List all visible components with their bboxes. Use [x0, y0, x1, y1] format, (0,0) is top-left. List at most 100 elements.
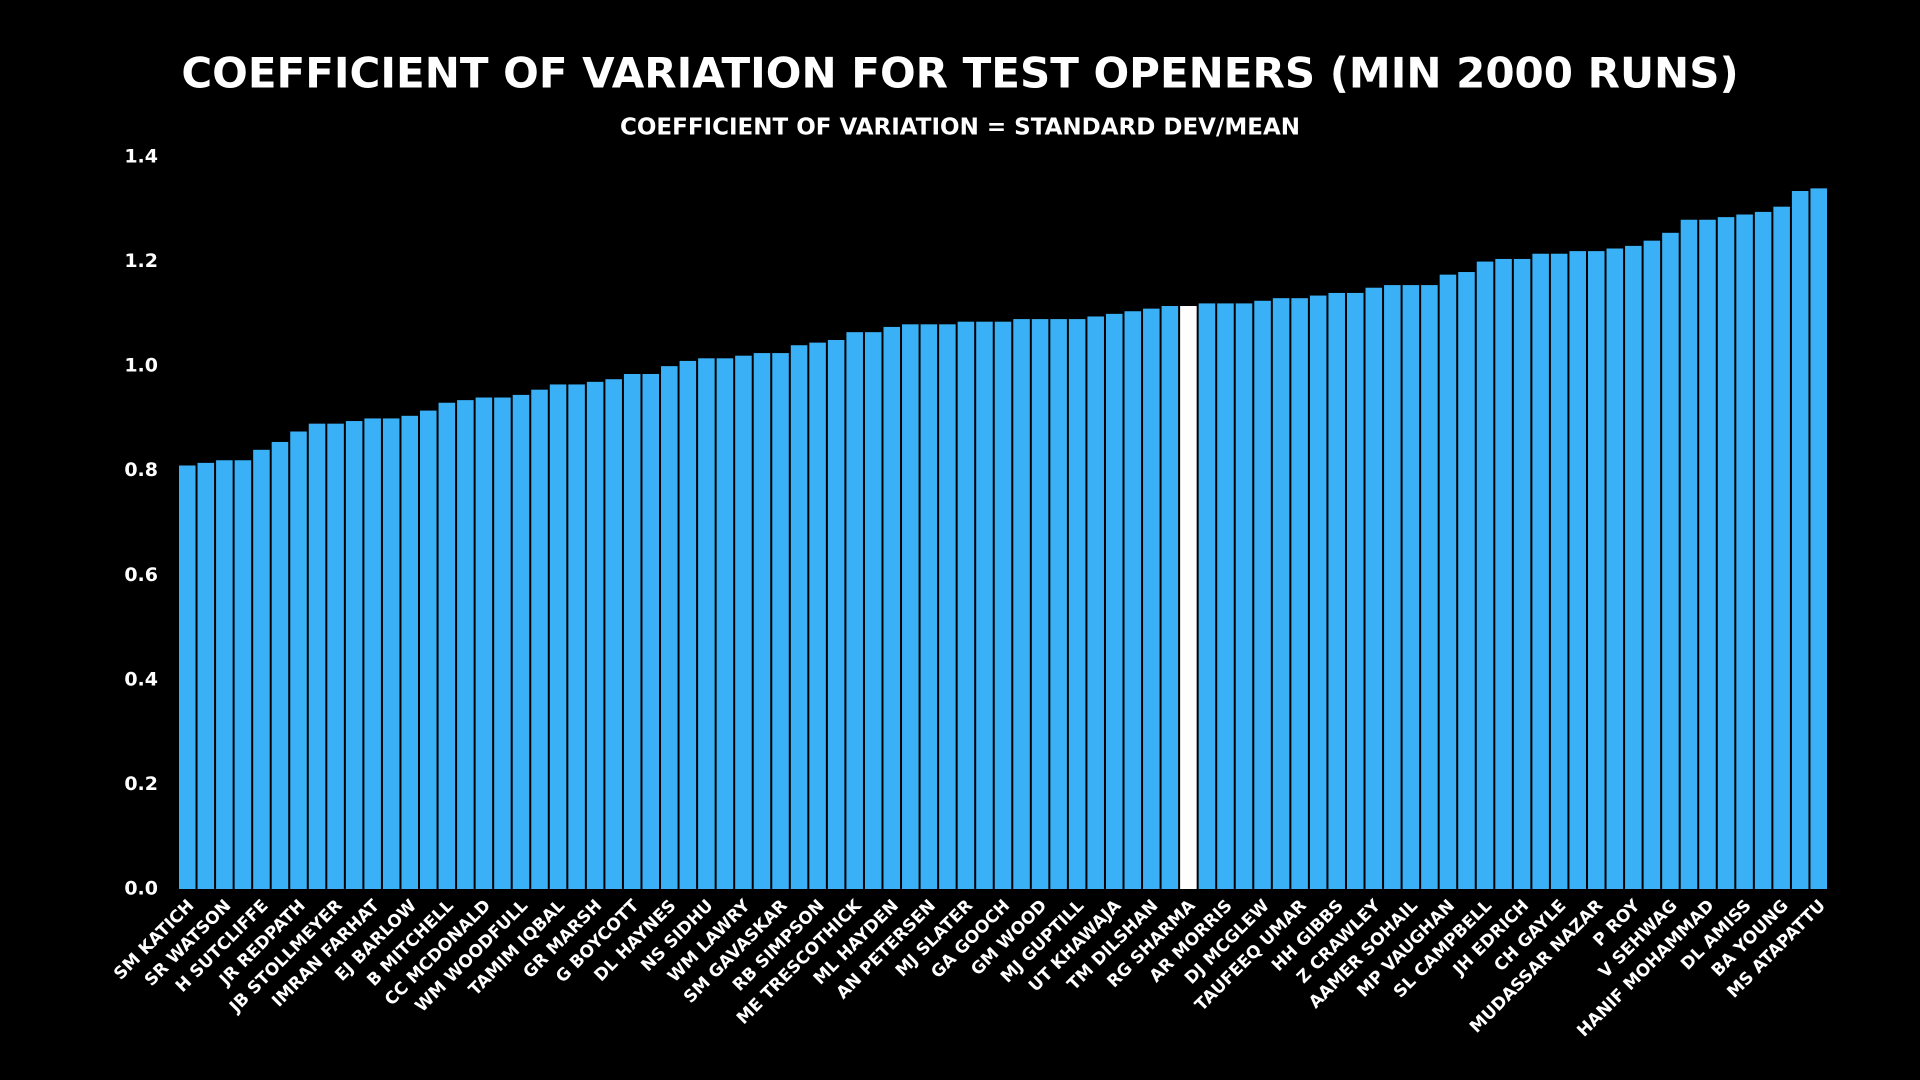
bar [957, 321, 975, 889]
bar [976, 321, 993, 889]
bar [1773, 206, 1790, 889]
bar [531, 389, 548, 889]
bar [364, 418, 381, 889]
bar [1198, 303, 1216, 889]
bar [1476, 261, 1494, 890]
bar [234, 460, 252, 889]
bar [1031, 319, 1049, 890]
bar [438, 402, 456, 889]
bar [1717, 217, 1735, 890]
bar [512, 394, 530, 889]
bar [827, 340, 845, 889]
bar [661, 366, 678, 890]
chart-subtitle: COEFFICIENT OF VARIATION = STANDARD DEV/… [620, 115, 1300, 141]
bar [994, 321, 1012, 889]
bar [698, 358, 715, 889]
bar [1105, 313, 1123, 889]
y-tick-label: 0.6 [124, 564, 158, 586]
bar [1550, 253, 1568, 889]
bar [1291, 298, 1308, 890]
bar [1068, 319, 1086, 890]
bar [1754, 211, 1772, 889]
bar [846, 332, 863, 890]
bar [1458, 272, 1475, 889]
bar [1217, 303, 1234, 889]
bar [1699, 219, 1716, 889]
bar [1365, 287, 1383, 889]
bar [1569, 251, 1586, 890]
bar [1050, 319, 1067, 890]
bar [679, 360, 697, 889]
bar [1272, 298, 1290, 890]
bar [1161, 306, 1179, 889]
bar [1587, 251, 1605, 890]
y-tick-label: 1.2 [124, 250, 158, 272]
bar [253, 449, 270, 889]
bar [1736, 214, 1753, 889]
bar [382, 418, 400, 889]
bar [549, 384, 567, 889]
bar [401, 415, 419, 889]
bar [753, 353, 771, 890]
bar [586, 381, 604, 889]
y-tick-label: 0.0 [124, 878, 158, 900]
bar [1087, 316, 1104, 889]
bar [457, 400, 474, 889]
bar [475, 397, 493, 889]
y-tick-label: 0.8 [124, 459, 158, 481]
bar [1143, 308, 1160, 890]
bar [920, 324, 938, 889]
bar [864, 332, 882, 890]
y-tick-label: 0.2 [124, 773, 158, 795]
bar [327, 423, 344, 889]
chart-title: COEFFICIENT OF VARIATION FOR TEST OPENER… [181, 49, 1738, 98]
bar [494, 397, 511, 889]
bar [1606, 248, 1624, 889]
bar [1235, 303, 1253, 889]
y-tick-label: 0.4 [124, 668, 158, 690]
bar [1346, 292, 1364, 889]
bar [1254, 300, 1271, 889]
bar [1791, 190, 1809, 889]
bar [1309, 295, 1327, 889]
bar [179, 465, 196, 889]
bar [1402, 285, 1420, 890]
bar [623, 373, 641, 889]
bar [809, 342, 826, 890]
bar [1810, 188, 1827, 889]
bar [1513, 258, 1531, 889]
bar [1643, 240, 1661, 889]
bar [1495, 258, 1512, 889]
bar [1439, 274, 1457, 890]
y-tick-label: 1.0 [124, 355, 158, 377]
bar [883, 326, 901, 889]
bar [1625, 245, 1642, 889]
bar [345, 421, 363, 889]
bar [1328, 292, 1345, 889]
bar [902, 324, 919, 889]
bar [939, 324, 956, 889]
bar [420, 410, 437, 889]
bar [716, 358, 734, 889]
bar [605, 379, 622, 889]
bar [1384, 285, 1401, 890]
bar [216, 460, 233, 889]
bar [1124, 311, 1142, 889]
bar [1013, 319, 1030, 890]
y-tick-label: 1.4 [124, 146, 158, 168]
bar [290, 431, 307, 889]
bar [271, 441, 289, 889]
bar [1180, 306, 1197, 889]
bar [790, 345, 808, 889]
bar [568, 384, 585, 889]
bar [1662, 232, 1679, 890]
bar [1680, 219, 1698, 889]
bar [1532, 253, 1549, 889]
bar [197, 462, 215, 889]
bar [642, 373, 660, 889]
bar [735, 355, 752, 890]
bar [308, 423, 326, 889]
bar [1421, 285, 1438, 890]
